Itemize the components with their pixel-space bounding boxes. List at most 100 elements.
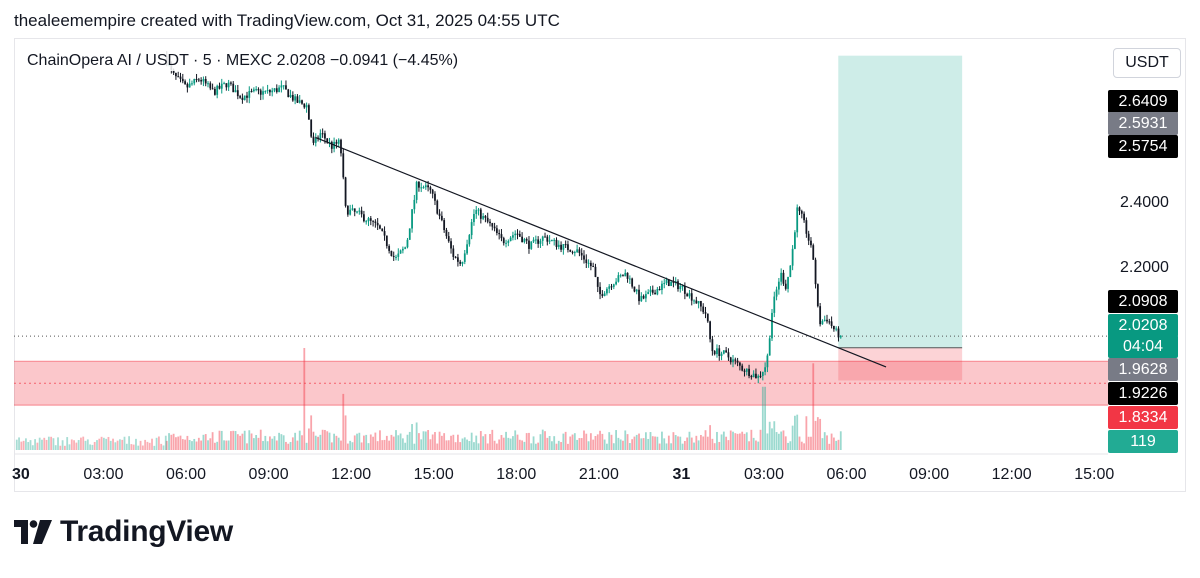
volume-bar xyxy=(135,438,137,450)
candle xyxy=(642,294,645,300)
volume-bar xyxy=(105,438,108,450)
candle xyxy=(184,79,186,85)
candle-body xyxy=(213,88,216,95)
volume-bar xyxy=(337,437,340,450)
candle-body xyxy=(553,239,556,241)
volume-bar xyxy=(112,438,114,450)
volume-bar xyxy=(383,439,386,450)
volume-bar xyxy=(75,442,78,450)
volume-bar xyxy=(153,445,156,450)
volume-bar xyxy=(679,436,682,450)
volume-bar xyxy=(188,439,191,450)
candle xyxy=(356,210,358,214)
volume-bar xyxy=(440,435,443,450)
volume-bar xyxy=(70,439,73,450)
candle-body xyxy=(259,90,262,95)
volume-bar xyxy=(596,434,599,450)
candle xyxy=(291,91,294,102)
candle-body xyxy=(532,239,535,242)
candle xyxy=(314,133,317,147)
volume-bar xyxy=(612,443,615,450)
candle xyxy=(372,220,374,227)
volume-bar xyxy=(20,441,23,450)
volume-bar xyxy=(43,437,46,450)
volume-bar xyxy=(262,441,264,450)
volume-bar xyxy=(422,431,425,450)
volume-bar xyxy=(741,431,744,450)
candle xyxy=(635,288,638,295)
volume-bar xyxy=(626,434,629,450)
candle-body xyxy=(353,208,356,212)
candle-body xyxy=(502,238,505,244)
x-tick-label: 06:00 xyxy=(827,466,867,483)
candle-body xyxy=(837,328,840,338)
volume-bar xyxy=(411,424,413,450)
candle xyxy=(773,291,776,318)
candle-body xyxy=(695,300,698,304)
candle-body xyxy=(427,185,430,188)
volume-bar xyxy=(532,436,535,450)
candle-body xyxy=(663,283,666,285)
candle-body xyxy=(784,283,787,289)
volume-bar xyxy=(443,433,446,450)
candle xyxy=(695,296,698,304)
candle-body xyxy=(631,278,634,287)
candle xyxy=(415,180,418,204)
candle-body xyxy=(436,200,439,214)
candle xyxy=(729,356,732,365)
volume-bar xyxy=(534,443,537,450)
candle xyxy=(612,283,615,290)
candle-body xyxy=(557,244,560,247)
volume-bar xyxy=(567,443,569,450)
volume-bar xyxy=(750,429,753,450)
candle-body xyxy=(622,275,624,277)
candle-body xyxy=(615,281,617,285)
candle-body xyxy=(459,261,462,264)
candle-body xyxy=(491,223,494,227)
candle-body xyxy=(718,348,721,356)
candle xyxy=(663,279,666,289)
candle-body xyxy=(328,141,331,143)
candle xyxy=(319,129,322,143)
volume-bar xyxy=(711,438,714,450)
volume-bar xyxy=(782,430,785,450)
price-axis-label-2200: 2.2000 xyxy=(1120,259,1169,276)
candle-body xyxy=(287,89,290,97)
candle xyxy=(654,289,656,295)
candle xyxy=(344,176,347,208)
candle xyxy=(255,86,258,92)
volume-bar xyxy=(583,430,585,450)
candle-body xyxy=(755,373,757,379)
candle xyxy=(493,222,496,232)
candle xyxy=(296,94,299,104)
volume-bar xyxy=(248,430,251,450)
candle xyxy=(560,241,562,253)
candle xyxy=(606,287,608,296)
candle xyxy=(443,218,446,233)
candle xyxy=(479,207,482,224)
volume-bar xyxy=(743,433,746,450)
volume-bar xyxy=(732,431,734,450)
volume-bar xyxy=(537,442,540,450)
candle xyxy=(732,354,734,368)
volume-bar xyxy=(610,434,613,450)
candle-body xyxy=(227,82,230,88)
candle xyxy=(562,244,565,255)
volume-bar xyxy=(234,431,237,450)
volume-bar xyxy=(445,440,448,450)
candle xyxy=(445,227,448,239)
volume-bar xyxy=(170,434,173,450)
candle xyxy=(541,235,544,246)
candle-body xyxy=(415,181,418,200)
candle xyxy=(810,237,812,248)
candle-body xyxy=(654,292,656,295)
currency-button[interactable]: USDT xyxy=(1113,48,1181,78)
candle xyxy=(743,368,746,377)
candle xyxy=(766,353,769,373)
volume-bar xyxy=(589,433,592,450)
candle-body xyxy=(745,368,748,372)
candle xyxy=(791,245,794,271)
volume-bar xyxy=(168,433,170,450)
candle xyxy=(289,89,292,99)
